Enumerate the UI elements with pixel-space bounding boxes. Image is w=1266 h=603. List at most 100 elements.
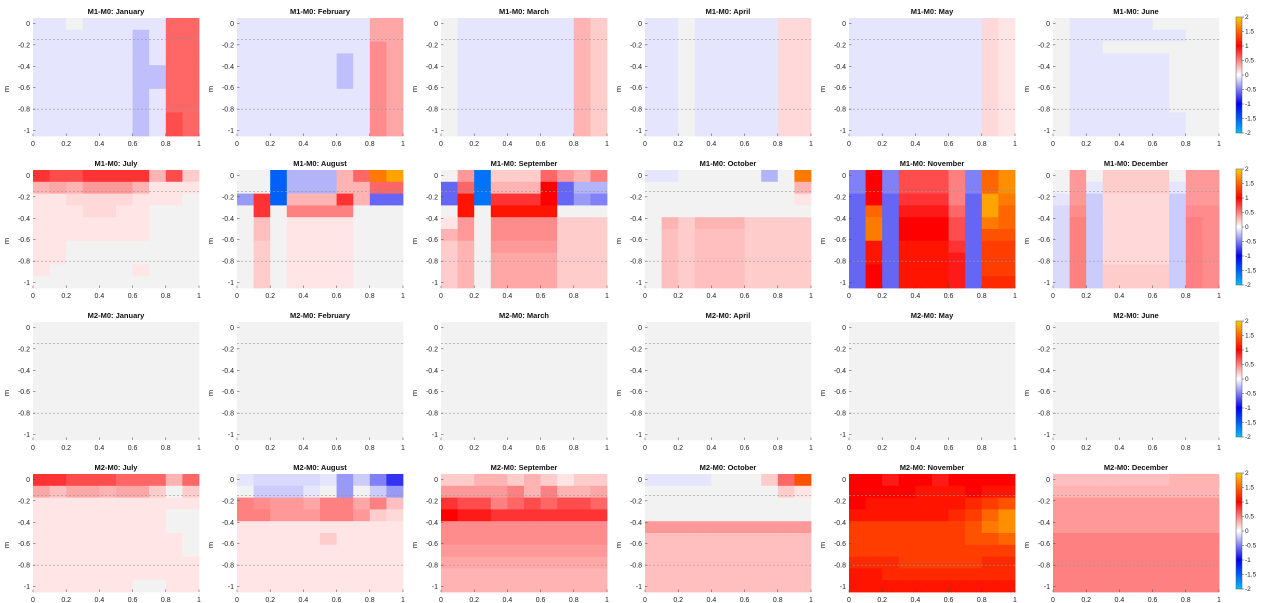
heatmap-cell (932, 404, 949, 417)
heatmap-cell (1119, 333, 1137, 346)
heatmap-cell (1069, 41, 1087, 54)
heatmap-cell (915, 404, 933, 417)
heatmap-cell (915, 544, 933, 557)
heatmap-cell (915, 521, 933, 534)
x-tick-label: 0.6 (740, 597, 750, 603)
heatmap-cell (1169, 181, 1187, 194)
heatmap-cell (694, 381, 712, 394)
heatmap-cell (678, 333, 696, 346)
heatmap-cell (336, 124, 354, 137)
heatmap-cell (678, 88, 696, 101)
heatmap-cell (1136, 229, 1153, 242)
heatmap-cell (237, 544, 254, 557)
y-axis-label: m (1022, 390, 1031, 396)
heatmap-cell (645, 485, 662, 498)
heatmap-cell (981, 333, 999, 346)
heatmap-cell (898, 205, 916, 218)
colorbar-group: 21.510.50-0.5-1-1.5-221.510.50-0.5-1-1.5… (1235, 14, 1257, 593)
heatmap-cell (1185, 556, 1203, 569)
heatmap-cell (573, 170, 591, 183)
x-tick-label: 1 (809, 293, 813, 300)
heatmap-cell (33, 100, 50, 113)
heatmap-cell (353, 533, 371, 546)
heatmap-cell (1053, 521, 1070, 534)
heatmap-cell (711, 88, 729, 101)
heatmap-cell (965, 333, 983, 346)
heatmap-cell (998, 217, 1016, 230)
x-tick-label: 0.4 (1115, 141, 1125, 148)
heatmap-cell (353, 170, 371, 183)
heatmap-cell (237, 416, 254, 429)
heatmap-cell (865, 580, 883, 593)
heatmap-cell (711, 240, 729, 253)
heatmap-cell (286, 77, 304, 90)
heatmap-cell (49, 533, 67, 546)
heatmap-cell (744, 276, 762, 289)
heatmap-cell (948, 252, 966, 265)
heatmap-cell (457, 217, 475, 230)
heatmap-cell (744, 497, 762, 510)
heatmap-cell (1102, 556, 1120, 569)
heatmap-cell (965, 381, 983, 394)
heatmap-cell (1119, 322, 1137, 335)
heatmap-cell (557, 53, 575, 66)
x-tick-label: 0 (1051, 293, 1055, 300)
heatmap-cell (865, 428, 883, 441)
heatmap-cell (590, 88, 608, 101)
heatmap-cell (507, 580, 525, 593)
heatmap-cell (948, 193, 966, 206)
heatmap-cell (915, 556, 933, 569)
heatmap-cell (744, 18, 762, 31)
heatmap-cell (557, 474, 575, 487)
heatmap-cell (965, 217, 983, 230)
heatmap-cell (303, 112, 321, 125)
y-tick-label: -0.2 (426, 194, 438, 201)
heatmap-cell (303, 18, 321, 31)
y-axis-label: m (614, 390, 623, 396)
heatmap-cell (441, 357, 458, 370)
y-axis-label: m (2, 390, 11, 396)
heatmap-cell (932, 509, 949, 522)
x-tick-label: 0.2 (673, 141, 683, 148)
x-tick-label: 0.4 (299, 445, 309, 452)
heatmap-cell (149, 252, 167, 265)
heatmap-cell (1086, 181, 1104, 194)
heatmap-cell (320, 333, 337, 346)
heatmap-cell (1086, 88, 1104, 101)
heatmap-cell (457, 18, 475, 31)
heatmap-cell (1069, 392, 1087, 405)
heatmap-cell (99, 276, 117, 289)
heatmap-cell (882, 369, 900, 382)
heatmap-cell (777, 217, 795, 230)
heatmap-cell (694, 65, 712, 78)
heatmap-cell (253, 264, 271, 277)
x-tick-label: 0.8 (161, 445, 171, 452)
heatmap-cell (253, 205, 271, 218)
heatmap-cell (165, 392, 183, 405)
heatmap-cell (66, 170, 84, 183)
heatmap-cell (711, 485, 729, 498)
colorbar-tick-label: 1.5 (1245, 181, 1254, 188)
heatmap-cell (441, 497, 458, 510)
heatmap-cell (965, 41, 983, 54)
heatmap-cell (320, 170, 337, 183)
heatmap-cell (286, 240, 304, 253)
heatmap-cell (182, 533, 200, 546)
x-tick-label: 0.4 (1115, 445, 1125, 452)
heatmap-cell (1152, 485, 1170, 498)
heatmap-cell (882, 392, 900, 405)
heatmap-cell (336, 556, 354, 569)
y-tick-label: -0.4 (18, 64, 30, 71)
heatmap-cell (711, 124, 729, 137)
heatmap-cell (1169, 428, 1187, 441)
heatmap-cell (590, 77, 608, 90)
heatmap-cell (66, 264, 84, 277)
heatmap-cell (1119, 369, 1137, 382)
heatmap-cell (1185, 229, 1203, 242)
heatmap-cell (82, 229, 100, 242)
heatmap-cell (116, 205, 133, 218)
heatmap-cell (540, 205, 558, 218)
y-tick-label: -1 (228, 280, 234, 287)
heatmap-cell (237, 100, 254, 113)
heatmap-cell (1119, 276, 1137, 289)
